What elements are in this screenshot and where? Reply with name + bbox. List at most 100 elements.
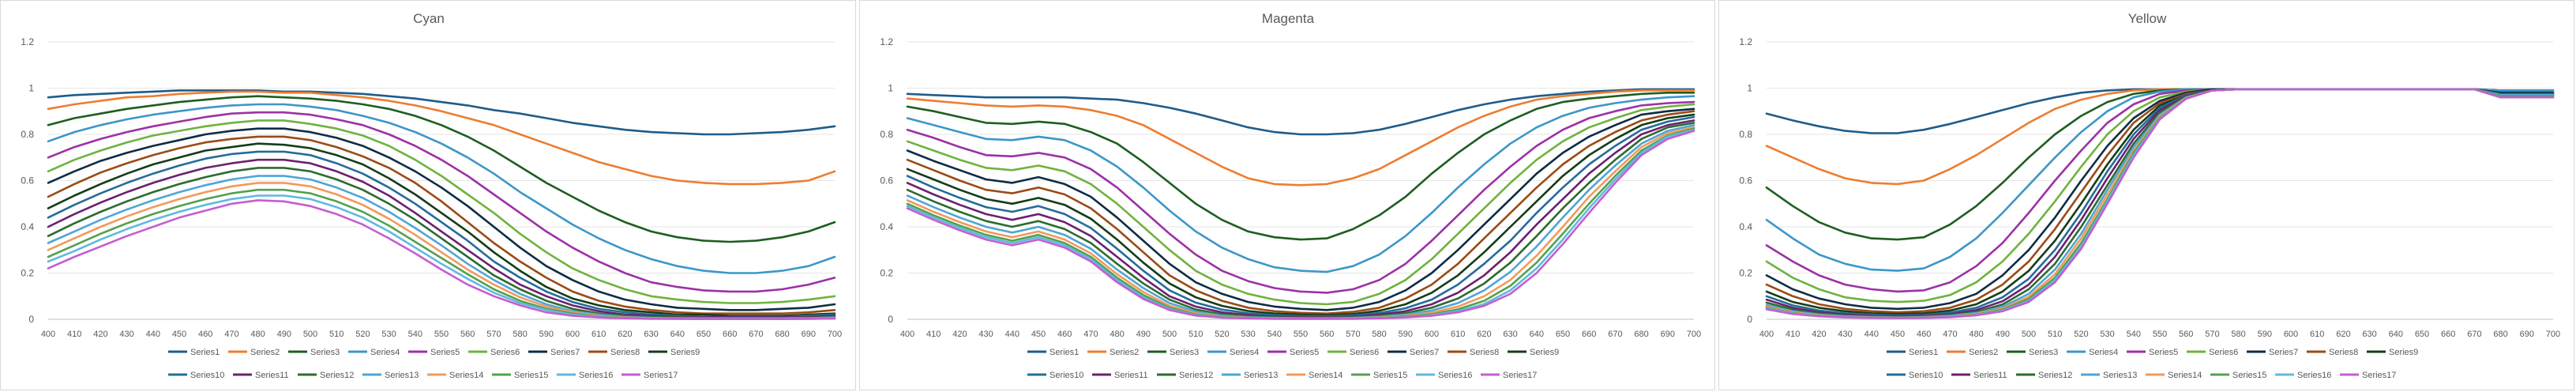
legend-label: Series9: [670, 348, 700, 357]
x-tick-label: 540: [2127, 330, 2141, 339]
legend-label: Series6: [490, 348, 520, 357]
legend-label: Series17: [1503, 371, 1537, 380]
chart-title: Magenta: [1262, 11, 1315, 26]
legend-label: Series15: [1373, 371, 1407, 380]
legend-label: Series10: [1909, 371, 1943, 380]
series-line: [1765, 88, 2555, 314]
x-tick-label: 550: [434, 330, 449, 339]
x-tick-label: 450: [1891, 330, 1905, 339]
x-tick-label: 440: [1864, 330, 1879, 339]
legend-label: Series7: [2269, 348, 2298, 357]
x-tick-label: 490: [1136, 330, 1151, 339]
x-tick-label: 590: [539, 330, 554, 339]
series-line: [906, 100, 1695, 294]
x-tick-label: 680: [775, 330, 789, 339]
x-tick-label: 530: [1241, 330, 1255, 339]
legend-label: Series11: [255, 371, 289, 380]
y-tick-label: 1.2: [21, 36, 34, 47]
series-line: [1765, 88, 2555, 319]
x-tick-label: 610: [2310, 330, 2324, 339]
legend-label: Series11: [1973, 371, 2007, 380]
x-tick-label: 590: [2258, 330, 2272, 339]
y-tick-label: 0.2: [1739, 268, 1752, 279]
x-tick-label: 700: [2546, 330, 2560, 339]
x-tick-label: 620: [2336, 330, 2350, 339]
x-tick-label: 540: [408, 330, 422, 339]
x-tick-label: 690: [1661, 330, 1675, 339]
x-tick-label: 450: [172, 330, 186, 339]
chart-panel-cyan: Cyan 0 0.2 0.4 0.6 0.8 1 1.2 400 410 420 430 440 450 4…: [0, 0, 856, 390]
legend-label: Series9: [2389, 348, 2418, 357]
y-tick-label: 0: [28, 314, 34, 325]
x-tick-label: 600: [2284, 330, 2298, 339]
x-tick-label: 550: [2153, 330, 2167, 339]
legend-label: Series11: [1114, 371, 1148, 380]
legend-label: Series12: [320, 371, 354, 380]
legend-label: Series2: [1110, 348, 1139, 357]
x-tick-label: 420: [952, 330, 967, 339]
x-tick-label: 540: [1267, 330, 1282, 339]
legend-label: Series6: [1350, 348, 1379, 357]
legend-label: Series14: [1309, 371, 1342, 380]
series-line: [1765, 88, 2555, 319]
y-tick-label: 0: [1747, 314, 1752, 325]
x-tick-label: 550: [1294, 330, 1308, 339]
series-line: [1765, 88, 2555, 315]
series-line: [47, 182, 836, 320]
x-tick-label: 400: [1759, 330, 1774, 339]
x-tick-label: 430: [1838, 330, 1852, 339]
legend-label: Series12: [1179, 371, 1213, 380]
legend-label: Series17: [2362, 371, 2396, 380]
x-tick-label: 690: [802, 330, 816, 339]
x-tick-label: 470: [1083, 330, 1098, 339]
x-tick-label: 630: [2362, 330, 2376, 339]
x-tick-label: 560: [1320, 330, 1334, 339]
x-tick-label: 490: [1996, 330, 2010, 339]
legend-label: Series8: [610, 348, 640, 357]
chart-panel-magenta: Magenta 0 0.2 0.4 0.6 0.8 1 1.2 400 410 420 430 440 4…: [859, 0, 1715, 390]
legend-label: Series13: [1244, 371, 1278, 380]
x-tick-label: 470: [1943, 330, 1957, 339]
y-tick-label: 0.6: [21, 175, 34, 187]
series-line: [906, 88, 1695, 136]
series-line: [47, 89, 836, 136]
y-tick-label: 1: [888, 83, 893, 94]
legend-label: Series1: [1909, 348, 1938, 357]
x-tick-label: 500: [1162, 330, 1177, 339]
legend-label: Series2: [1969, 348, 1998, 357]
series-line: [1765, 88, 2555, 319]
series-line: [47, 127, 836, 311]
legend-label: Series4: [1230, 348, 1259, 357]
x-tick-label: 400: [900, 330, 914, 339]
y-tick-label: 0.2: [21, 268, 34, 279]
x-tick-label: 610: [1451, 330, 1465, 339]
x-tick-label: 660: [723, 330, 737, 339]
series-line: [47, 90, 836, 186]
x-tick-label: 640: [1530, 330, 1544, 339]
x-tick-label: 420: [1812, 330, 1826, 339]
x-tick-label: 620: [1477, 330, 1491, 339]
series-line: [47, 199, 836, 321]
x-tick-label: 660: [2441, 330, 2455, 339]
x-tick-label: 670: [749, 330, 763, 339]
x-tick-label: 630: [1503, 330, 1517, 339]
legend-label: Series16: [579, 371, 613, 380]
legend-label: Series13: [2103, 371, 2137, 380]
x-tick-label: 650: [1556, 330, 1570, 339]
legend-label: Series3: [2029, 348, 2058, 357]
legend-label: Series16: [2297, 371, 2331, 380]
x-tick-label: 440: [1005, 330, 1020, 339]
x-tick-label: 660: [1582, 330, 1596, 339]
x-tick-label: 570: [1346, 330, 1360, 339]
legend-label: Series8: [1470, 348, 1499, 357]
y-tick-label: 1: [1747, 83, 1752, 94]
legend-label: Series8: [2329, 348, 2358, 357]
chart-panel-yellow: Yellow 0 0.2 0.4 0.6 0.8 1 1.2 400 410 420 430 440 45…: [1718, 0, 2574, 390]
x-tick-label: 620: [618, 330, 632, 339]
x-tick-label: 640: [670, 330, 685, 339]
series-line: [1765, 88, 2555, 317]
x-tick-label: 480: [1969, 330, 1983, 339]
x-tick-label: 500: [303, 330, 317, 339]
series-line: [906, 107, 1695, 311]
series-line: [47, 111, 836, 293]
